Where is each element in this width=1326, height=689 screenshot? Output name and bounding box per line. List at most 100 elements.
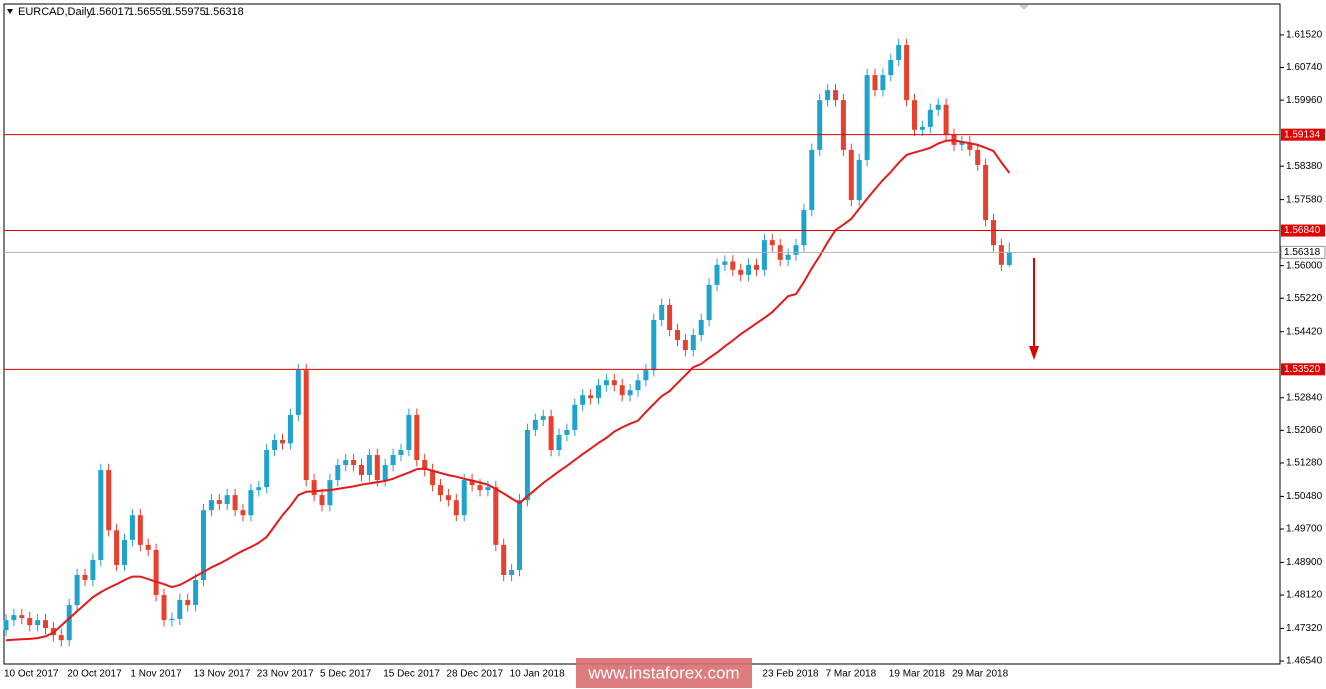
candle-body [675, 330, 680, 341]
x-tick-label: 15 Dec 2017 [383, 669, 440, 680]
candle-body [603, 380, 609, 386]
candle-body [943, 104, 949, 135]
candle-body [303, 370, 309, 481]
candle-body [382, 465, 388, 481]
candle-body [761, 240, 767, 270]
candle-body [659, 304, 665, 320]
y-tick-label: 1.52060 [1286, 425, 1323, 436]
candle-body [596, 385, 601, 399]
candle-body [651, 319, 657, 371]
candle-body [785, 254, 791, 260]
candle-body [935, 104, 941, 110]
x-tick-label: 28 Dec 2017 [446, 669, 503, 680]
header-open: 1.56017 [90, 6, 130, 18]
level-label-bg [1281, 363, 1325, 376]
candle-body [627, 390, 633, 396]
x-tick-label: 23 Feb 2018 [762, 669, 819, 680]
x-tick-label: 10 Jan 2018 [510, 669, 565, 680]
candle-body [927, 109, 933, 127]
candle-body [27, 618, 33, 626]
candle-body [746, 264, 752, 275]
candle-body [809, 149, 815, 211]
candle-body [477, 485, 483, 491]
x-tick-label: 1 Nov 2017 [130, 669, 182, 680]
candle-body [201, 510, 206, 580]
candle-body [635, 380, 641, 391]
level-label: 1.56840 [1284, 225, 1321, 236]
y-tick-label: 1.47320 [1286, 623, 1323, 634]
candle-body [517, 500, 522, 570]
header-high: 1.56559 [128, 6, 168, 18]
candle-body [153, 549, 159, 596]
x-tick-label: 19 Mar 2018 [889, 669, 946, 680]
y-tick-label: 1.56000 [1286, 260, 1323, 271]
candle-body [904, 44, 910, 101]
menu-arrow[interactable] [7, 9, 13, 14]
candle-body [690, 335, 696, 351]
candle-body [975, 149, 981, 165]
candle-body [619, 385, 625, 396]
y-tick-label: 1.59960 [1286, 95, 1323, 106]
candle-body [351, 460, 357, 466]
candle-body [19, 615, 25, 619]
candle-body [588, 395, 594, 399]
y-tick-label: 1.48120 [1286, 590, 1323, 601]
candle-body [959, 142, 965, 145]
candle-body [106, 470, 112, 531]
candle-body [896, 44, 902, 61]
moving-average [5, 139, 1011, 642]
candle-body [359, 465, 364, 476]
candle-body [833, 90, 838, 101]
candle-body [335, 465, 341, 481]
candle-body [430, 470, 436, 486]
candle-body [532, 419, 538, 430]
candle-body [793, 245, 799, 255]
candle-body [272, 439, 278, 450]
y-tick-label: 1.57580 [1286, 194, 1323, 205]
x-tick-label: 7 Mar 2018 [826, 669, 877, 680]
candle-body [3, 620, 9, 631]
y-tick-label: 1.61520 [1286, 30, 1323, 41]
candle-body [493, 487, 499, 545]
x-tick-label: 20 Oct 2017 [67, 669, 122, 680]
y-tick-label: 1.60740 [1286, 62, 1323, 73]
candle-body [682, 340, 688, 351]
candle-body [185, 600, 191, 606]
level-label: 1.53520 [1284, 364, 1321, 375]
candle-body [193, 579, 199, 606]
y-tick-label: 1.51280 [1286, 458, 1323, 469]
candle-body [919, 126, 925, 130]
candle-body [643, 370, 649, 381]
candle-body [485, 487, 491, 491]
candle-body [856, 159, 862, 201]
candle-body [1006, 252, 1012, 265]
candle-body [311, 480, 317, 496]
candle-body [572, 404, 578, 430]
x-tick-label: 29 Mar 2018 [952, 669, 1009, 680]
candle-body [66, 605, 72, 641]
y-tick-label: 1.48900 [1286, 557, 1323, 568]
candle-body [177, 600, 183, 619]
candle-body [714, 264, 720, 285]
candle-body [698, 319, 704, 336]
candle-body [169, 618, 175, 621]
candle-body [580, 395, 586, 405]
y-tick-label: 1.54420 [1286, 326, 1323, 337]
y-tick-label: 1.58380 [1286, 161, 1323, 172]
candle-body [754, 264, 759, 270]
candle-body [264, 449, 270, 488]
plot-frame [3, 3, 1281, 665]
candle-body [817, 100, 823, 150]
candle-body [390, 455, 396, 466]
candle-body [240, 510, 246, 516]
candle-body [848, 149, 854, 201]
candle-body [445, 495, 451, 501]
candle-body [114, 530, 120, 565]
x-tick-label: 5 Dec 2017 [320, 669, 372, 680]
candle-body [137, 515, 143, 545]
level-label-bg [1281, 128, 1325, 141]
candle-body [287, 414, 293, 444]
candle-body [216, 500, 222, 504]
candle-body [730, 261, 736, 270]
